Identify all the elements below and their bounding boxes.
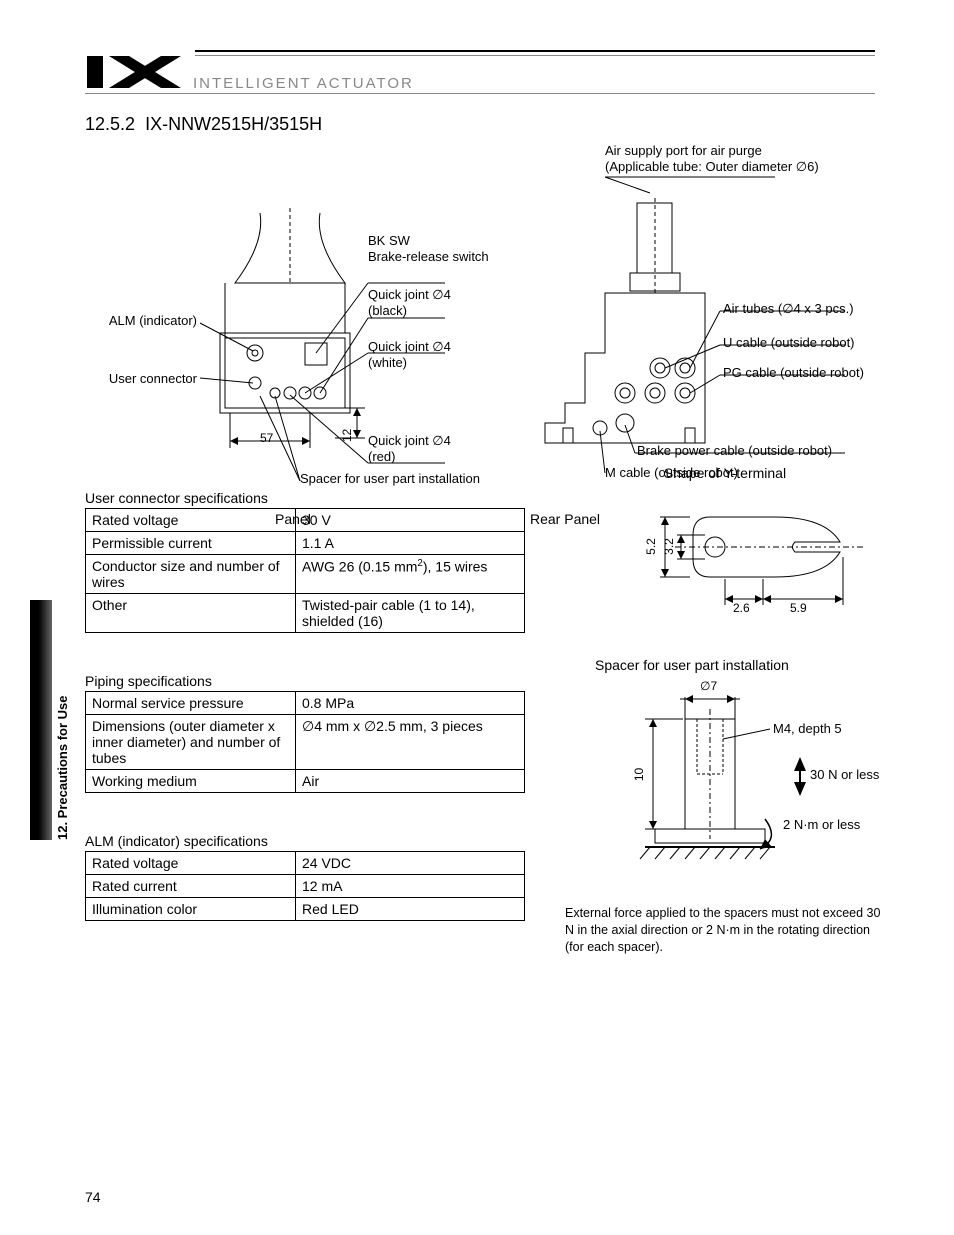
text: (red) — [368, 449, 395, 464]
table-cell: 12 mA — [296, 875, 525, 898]
table-cell: 1.1 A — [296, 532, 525, 555]
section-heading: 12.5.2 IX-NNW2515H/3515H — [85, 114, 875, 135]
table-cell: Rated current — [86, 875, 296, 898]
table-cell: Air — [296, 770, 525, 793]
side-tab — [30, 600, 52, 840]
table-row: Rated voltage30 V — [86, 509, 525, 532]
section-number: 12.5.2 — [85, 114, 135, 134]
text: Quick joint ∅4 — [368, 287, 451, 302]
page: INTELLIGENT ACTUATOR 12.5.2 IX-NNW2515H/… — [85, 50, 875, 523]
y-terminal-figure: 5.2 3.2 2.6 5.9 — [565, 487, 885, 627]
table-cell: Normal service pressure — [86, 692, 296, 715]
spacer-figure: ∅7 M4, depth 5 30 N or less 2 N·m or les… — [565, 679, 885, 899]
table-cell: 30 V — [296, 509, 525, 532]
alm-table: Rated voltage24 VDCRated current12 mAIll… — [85, 851, 525, 921]
text: Quick joint ∅4 — [368, 339, 451, 354]
table-cell: 24 VDC — [296, 852, 525, 875]
text: (Applicable tube: Outer diameter ∅6) — [605, 159, 819, 174]
table-cell: ∅4 mm x ∅2.5 mm, 3 pieces — [296, 715, 525, 770]
table-row: Conductor size and number of wiresAWG 26… — [86, 555, 525, 594]
panel-diagram: ALM (indicator) User connector BK SW Bra… — [105, 153, 485, 523]
table-cell: Dimensions (outer diameter x inner diame… — [86, 715, 296, 770]
side-tab-label: 12. Precautions for Use — [55, 696, 70, 841]
user-connector-table: Rated voltage30 VPermissible current1.1 … — [85, 508, 525, 633]
callout-user-connector: User connector — [105, 371, 197, 387]
dim: 2.6 — [733, 601, 750, 616]
callout-air-supply: Air supply port for air purge (Applicabl… — [605, 143, 819, 176]
tables-column: User connector specifications Rated volt… — [85, 480, 525, 921]
table-row: Rated current12 mA — [86, 875, 525, 898]
text: Brake-release switch — [368, 249, 489, 264]
y-terminal-title: Shape of Y-terminal — [565, 465, 885, 481]
section-title: IX-NNW2515H/3515H — [145, 114, 322, 134]
table-row: Illumination colorRed LED — [86, 898, 525, 921]
table-cell: Illumination color — [86, 898, 296, 921]
dim: 5.9 — [790, 601, 807, 616]
table-cell: Twisted-pair cable (1 to 14), shielded (… — [296, 594, 525, 633]
spacer-title: Spacer for user part installation — [565, 657, 885, 673]
dim: 3.2 — [662, 538, 677, 555]
table-row: Rated voltage24 VDC — [86, 852, 525, 875]
table-row: OtherTwisted-pair cable (1 to 14), shiel… — [86, 594, 525, 633]
dim-12: 12 — [340, 429, 355, 442]
dim-57: 57 — [260, 431, 273, 446]
text: BK SW — [368, 233, 410, 248]
table-cell: 0.8 MPa — [296, 692, 525, 715]
table-row: Dimensions (outer diameter x inner diame… — [86, 715, 525, 770]
table-row: Permissible current1.1 A — [86, 532, 525, 555]
text: (black) — [368, 303, 407, 318]
spacer-note: External force applied to the spacers mu… — [565, 905, 885, 956]
table-cell: Working medium — [86, 770, 296, 793]
callout-brake-cable: Brake power cable (outside robot) — [637, 443, 832, 459]
text: (white) — [368, 355, 407, 370]
label-30n: 30 N or less — [810, 767, 879, 783]
dim-10: 10 — [632, 768, 647, 781]
brand-text: INTELLIGENT ACTUATOR — [193, 75, 414, 94]
table-cell: Red LED — [296, 898, 525, 921]
callout-pg-cable: PG cable (outside robot) — [723, 365, 864, 381]
right-column: Shape of Y-terminal — [565, 465, 885, 956]
ix-logo — [85, 50, 185, 94]
table-title: ALM (indicator) specifications — [85, 833, 525, 849]
callout-bk-sw: BK SW Brake-release switch — [368, 233, 489, 266]
table-cell: Permissible current — [86, 532, 296, 555]
table-cell: Other — [86, 594, 296, 633]
table-cell: Rated voltage — [86, 852, 296, 875]
table-cell: Conductor size and number of wires — [86, 555, 296, 594]
dim: 5.2 — [644, 538, 659, 555]
table-row: Normal service pressure0.8 MPa — [86, 692, 525, 715]
callout-alm: ALM (indicator) — [105, 313, 197, 329]
text: Air supply port for air purge — [605, 143, 762, 158]
table-cell: Rated voltage — [86, 509, 296, 532]
callout-u-cable: U cable (outside robot) — [723, 335, 855, 351]
label-m4: M4, depth 5 — [773, 721, 842, 737]
callout-qj-white: Quick joint ∅4 (white) — [368, 339, 451, 372]
callout-qj-black: Quick joint ∅4 (black) — [368, 287, 451, 320]
dim-dia7: ∅7 — [700, 679, 717, 694]
label-torque: 2 N·m or less — [783, 817, 860, 833]
piping-table: Normal service pressure0.8 MPaDimensions… — [85, 691, 525, 793]
table-row: Working mediumAir — [86, 770, 525, 793]
page-number: 74 — [85, 1189, 101, 1205]
callout-air-tubes: Air tubes (∅4 x 3 pcs.) — [723, 301, 854, 317]
table-title: User connector specifications — [85, 490, 525, 506]
header: INTELLIGENT ACTUATOR — [85, 50, 875, 94]
table-title: Piping specifications — [85, 673, 525, 689]
callout-qj-red: Quick joint ∅4 (red) — [368, 433, 451, 466]
text: Quick joint ∅4 — [368, 433, 451, 448]
table-cell: AWG 26 (0.15 mm2), 15 wires — [296, 555, 525, 594]
